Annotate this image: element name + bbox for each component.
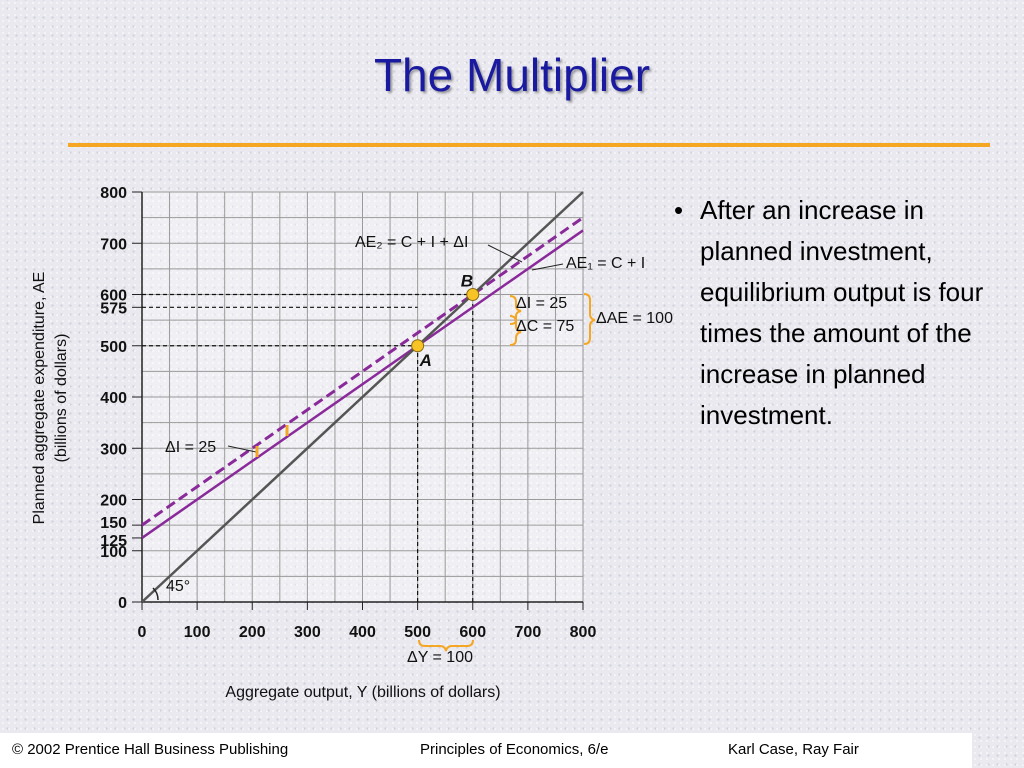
point-A	[411, 339, 425, 353]
equilibrium-points: AB	[411, 272, 480, 370]
title-underline	[68, 143, 990, 147]
delta-i-leader	[227, 445, 257, 453]
x-tick-label: 300	[294, 624, 321, 641]
y-tick-label: 700	[100, 236, 127, 253]
y-tick-label: 125	[100, 533, 127, 550]
footer-book-title: Principles of Economics, 6/e	[420, 741, 609, 758]
y-axis-label-line1: Planned aggregate expenditure, AE	[31, 272, 48, 525]
ae2-leader	[487, 244, 523, 263]
point-label-B: B	[461, 272, 473, 291]
delta-ae-brace	[583, 293, 596, 345]
y-tick-label: 0	[118, 595, 127, 612]
ae1-label: AE₁ = C + I	[566, 255, 645, 272]
delta-y-label: ΔY = 100	[407, 649, 473, 666]
y-tick-label: 300	[100, 441, 127, 458]
y-tick-label: 800	[100, 185, 127, 202]
delta-ae-label: ΔAE = 100	[596, 310, 673, 327]
angle-label: 45°	[166, 578, 190, 595]
reference-lines	[142, 293, 474, 602]
delta-i-right-label: ΔI = 25	[516, 295, 567, 312]
x-tick-label: 500	[404, 624, 431, 641]
series-line-0	[141, 229, 584, 539]
series-line-2	[141, 191, 584, 603]
x-tick-label: 0	[138, 624, 147, 641]
x-tick-label: 200	[239, 624, 266, 641]
x-tick-label: 600	[459, 624, 486, 641]
bullet-list: After an increase in planned investment,…	[668, 190, 1018, 436]
ae1-leader	[531, 263, 564, 271]
y-tick-label: 500	[100, 339, 127, 356]
bullet-item: After an increase in planned investment,…	[668, 190, 1018, 436]
y-tick-label: 100	[100, 544, 127, 561]
x-tick-label: 400	[349, 624, 376, 641]
series-lines	[141, 191, 584, 603]
delta-c-brace	[509, 315, 522, 346]
y-tick-label: 575	[100, 300, 127, 317]
angle-arc	[152, 587, 159, 601]
delta-y-brace	[418, 639, 474, 652]
delta-c-label: ΔC = 75	[516, 318, 574, 335]
footer-bar: © 2002 Prentice Hall Business Publishing…	[0, 733, 972, 768]
x-tick-label: 700	[515, 624, 542, 641]
y-tick-label: 150	[100, 515, 127, 532]
y-tick-label: 400	[100, 390, 127, 407]
chart-annotations: 45° AE₂ = C + I + ΔI AE₁ = C + I ΔI = 25…	[152, 234, 673, 666]
x-tick-label: 100	[184, 624, 211, 641]
x-tick-labels: 0 100 200 300 400 500 600 700 800	[138, 602, 597, 641]
y-tick-label: 200	[100, 493, 127, 510]
y-tick-label: 600	[100, 288, 127, 305]
ae2-label: AE₂ = C + I + ΔI	[355, 234, 468, 251]
footer-authors: Karl Case, Ray Fair	[728, 741, 859, 758]
x-axis-label: Aggregate output, Y (billions of dollars…	[225, 684, 500, 701]
delta-i-left-label: ΔI = 25	[165, 439, 216, 456]
point-B	[466, 288, 480, 301]
y-axis-label-line2: (billions of dollars)	[53, 334, 70, 463]
x-tick-label: 800	[570, 624, 597, 641]
slide-title: The Multiplier	[373, 49, 651, 101]
footer-copyright: © 2002 Prentice Hall Business Publishing	[12, 741, 289, 758]
point-label-A: A	[419, 351, 432, 370]
